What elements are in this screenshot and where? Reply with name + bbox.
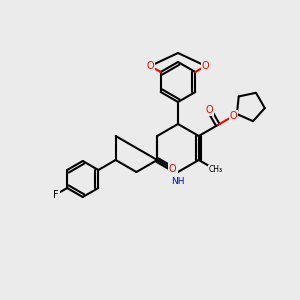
Text: O: O <box>230 111 237 121</box>
Text: NH: NH <box>171 178 185 187</box>
Text: F: F <box>53 190 59 200</box>
Text: O: O <box>202 61 209 71</box>
Text: O: O <box>206 105 213 115</box>
Text: O: O <box>169 164 177 174</box>
Text: CH₃: CH₃ <box>209 166 223 175</box>
Text: O: O <box>146 61 154 71</box>
